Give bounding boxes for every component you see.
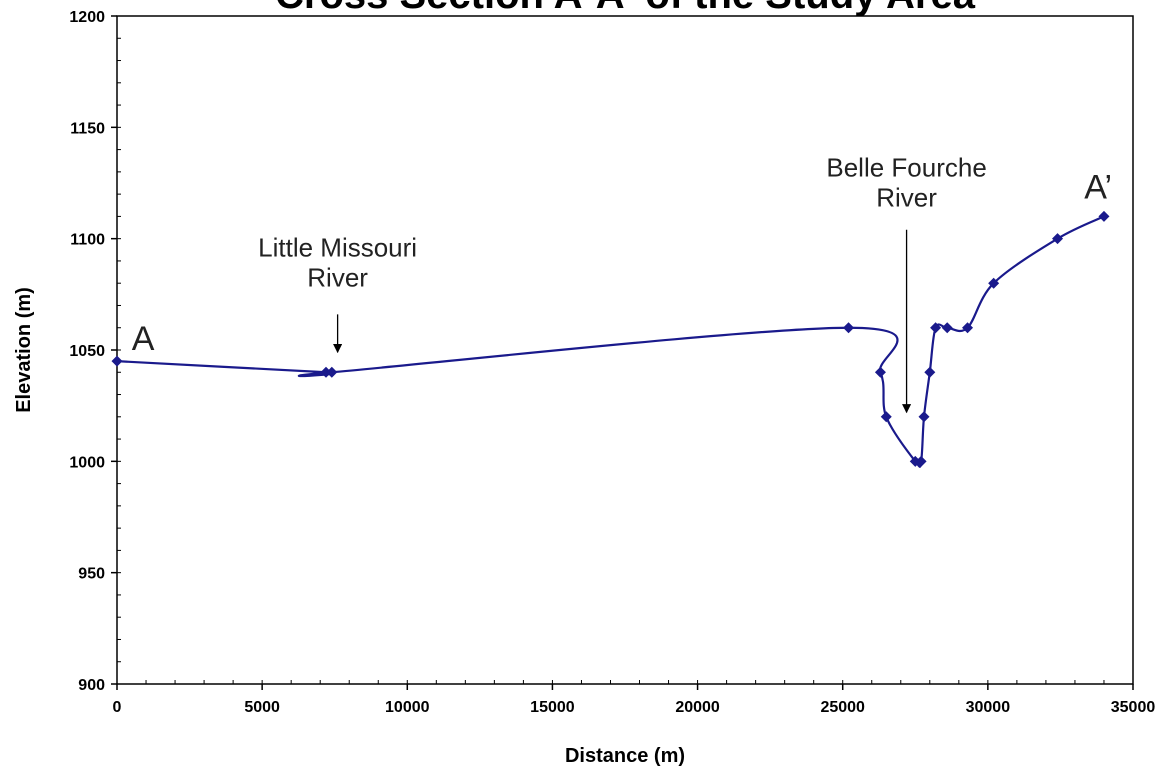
y-tick-label: 1050 [69,343,105,360]
data-point-marker [874,366,886,378]
data-point-marker [326,366,338,378]
x-tick-label: 30000 [966,699,1011,716]
x-tick-label: 5000 [244,699,280,716]
x-tick-label: 35000 [1111,699,1156,716]
belle-fourche-label-line: River [876,182,937,212]
belle-fourche-label-line: Belle Fourche [826,152,986,182]
y-tick-label: 1200 [69,9,105,26]
data-point-marker [924,366,936,378]
data-point-marker [930,322,942,334]
point-a-prime-label: A’ [1084,169,1112,207]
y-axis-ticks: 900 950 1000 1050 1100 1150 1200 [69,9,117,694]
x-tick-label: 0 [113,699,122,716]
little-missouri-label-line: Little Missouri [258,232,417,262]
data-point-marker [111,355,123,367]
x-tick-label: 20000 [675,699,720,716]
chart-title: Cross Section A-A' of the Study Area [275,0,976,17]
data-point-marker [941,322,953,334]
little-missouri-label-line: River [307,262,368,292]
minor-tick-group [116,15,1134,685]
x-tick-label: 10000 [385,699,430,716]
series-layer [111,210,1110,469]
x-tick-label: 25000 [820,699,865,716]
y-tick-label: 1100 [70,232,105,249]
y-tick-label: 950 [78,566,105,583]
x-tick-label: 15000 [530,699,575,716]
data-point-marker [915,455,927,467]
y-tick-label: 1150 [70,120,105,137]
y-tick-label: 900 [78,677,105,694]
x-axis-title: Distance (m) [565,745,685,767]
data-point-marker [843,322,855,334]
data-point-marker [909,455,921,467]
y-tick-label: 1000 [69,454,105,471]
y-axis-title: Elevation (m) [13,287,35,413]
data-point-marker [962,322,974,334]
data-point-marker [1052,233,1064,245]
point-a-label: A [132,320,155,358]
data-point-marker [988,277,1000,289]
data-point-marker [880,411,892,423]
data-point-marker [918,411,930,423]
x-axis-ticks: 0 5000 10000 15000 20000 25000 30000 35000 [113,684,1156,716]
data-point-marker [1098,210,1110,222]
plot-area-frame [116,15,1134,685]
data-point-marker [320,366,332,378]
